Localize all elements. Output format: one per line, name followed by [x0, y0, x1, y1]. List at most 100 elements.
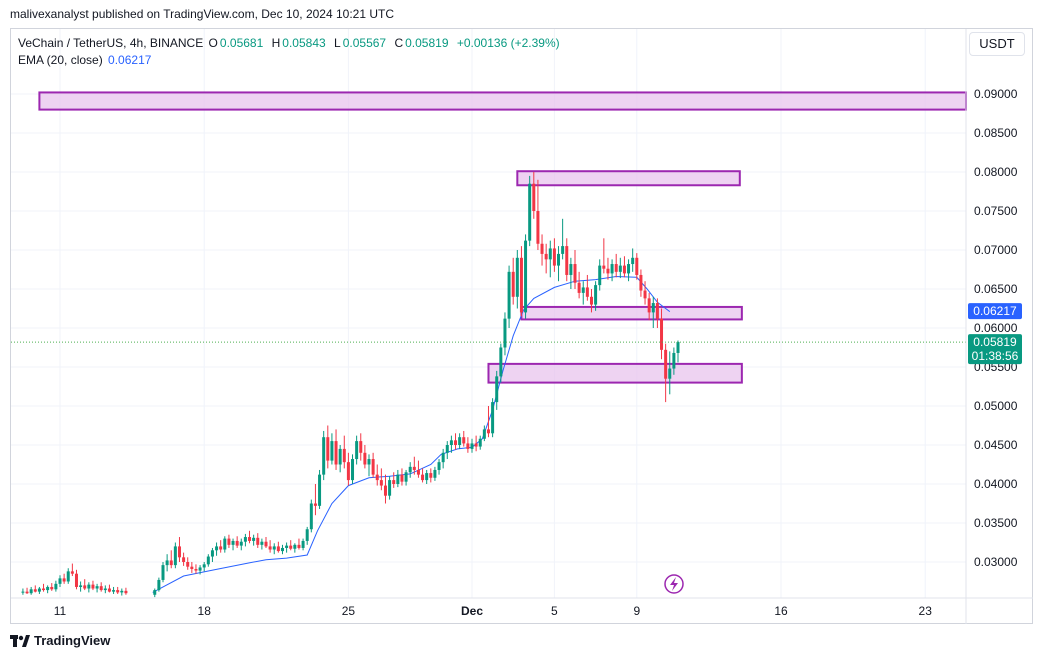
candle-body [301, 540, 305, 548]
candle [351, 454, 355, 484]
candle [42, 583, 46, 592]
candle [462, 430, 466, 447]
candle-body [165, 560, 169, 566]
currency-button[interactable]: USDT [969, 32, 1025, 56]
candle [202, 562, 206, 572]
candle [524, 234, 528, 319]
candle-body [557, 253, 561, 266]
candle-body [37, 588, 41, 592]
candle [223, 536, 227, 553]
price-tick-label: 0.04500 [974, 438, 1018, 452]
candle [631, 248, 635, 272]
high-label: H [271, 36, 281, 50]
candle-body [429, 473, 433, 478]
candle-body [161, 565, 165, 580]
chart-frame [10, 28, 1033, 624]
candle [478, 435, 482, 450]
brand-label: TradingView [34, 633, 111, 648]
candle [474, 435, 478, 452]
candle-body [433, 469, 437, 478]
candle-body [206, 556, 210, 565]
candle [206, 554, 210, 567]
candle [33, 585, 37, 593]
tradingview-footer[interactable]: TradingView [10, 633, 110, 648]
candle [272, 543, 276, 555]
candle [639, 269, 643, 297]
candle-body [482, 429, 486, 439]
symbol-label[interactable]: VeChain / TetherUS, 4h, BINANCE [18, 36, 204, 50]
candle [651, 296, 655, 328]
candle-body [297, 544, 301, 548]
candle-body [552, 248, 556, 266]
candle-body [569, 264, 573, 275]
candle [458, 433, 462, 449]
candle-body [351, 459, 355, 481]
candle-body [219, 546, 223, 550]
candle-body [194, 569, 198, 571]
candle [297, 538, 301, 550]
candle-body [643, 290, 647, 299]
candle-body [388, 480, 392, 496]
candle-body [62, 578, 66, 582]
lightning-bolt-icon[interactable] [664, 574, 684, 594]
time-tick-label: Dec [461, 604, 483, 618]
candle-body [313, 503, 317, 506]
candle [416, 460, 420, 478]
candle [165, 554, 169, 572]
candle-body [260, 541, 264, 545]
candle-body [602, 265, 606, 269]
candle [280, 544, 284, 555]
candle [363, 445, 367, 469]
candle-body [375, 474, 379, 481]
candle [528, 175, 532, 247]
candle [243, 533, 247, 547]
candle-body [198, 567, 202, 571]
candle-body [280, 547, 284, 552]
candle-body [379, 480, 383, 486]
candle [441, 448, 445, 469]
candle-body [153, 590, 157, 595]
candle-body [157, 579, 161, 591]
candle [231, 538, 235, 551]
candle-body [322, 437, 326, 475]
zone-rectangle [520, 305, 743, 321]
candle-body [519, 257, 523, 313]
candle [643, 281, 647, 305]
candle [322, 430, 326, 481]
candle [91, 580, 95, 591]
time-tick-label: 11 [54, 604, 67, 618]
candle [198, 565, 202, 575]
ema-path [152, 275, 671, 593]
candle-body [74, 573, 78, 587]
candle [503, 312, 507, 356]
candle [383, 474, 387, 504]
candle-body [95, 586, 99, 589]
candle [153, 588, 157, 598]
candle-body [83, 585, 87, 589]
candle [404, 469, 408, 486]
candle [519, 246, 523, 317]
candle-body [227, 538, 231, 545]
candle [598, 259, 602, 291]
candle [445, 441, 449, 460]
candle-body [367, 459, 371, 465]
ema-label[interactable]: EMA (20, close) [18, 53, 103, 67]
candle-body [655, 303, 659, 319]
close-label: C [394, 36, 404, 50]
candle [557, 246, 561, 282]
candle-body [359, 441, 363, 453]
candle-body [614, 264, 618, 272]
candle [392, 472, 396, 488]
candle-body [252, 537, 256, 541]
candle [169, 550, 173, 569]
candle-body [672, 352, 676, 369]
close-value: 0.05819 [405, 36, 449, 50]
grid-lines [11, 29, 966, 598]
candle [552, 238, 556, 272]
candle [235, 536, 239, 548]
candle [260, 538, 264, 550]
candle [664, 343, 668, 403]
candle-body [585, 287, 589, 297]
low-label: L [334, 36, 341, 50]
